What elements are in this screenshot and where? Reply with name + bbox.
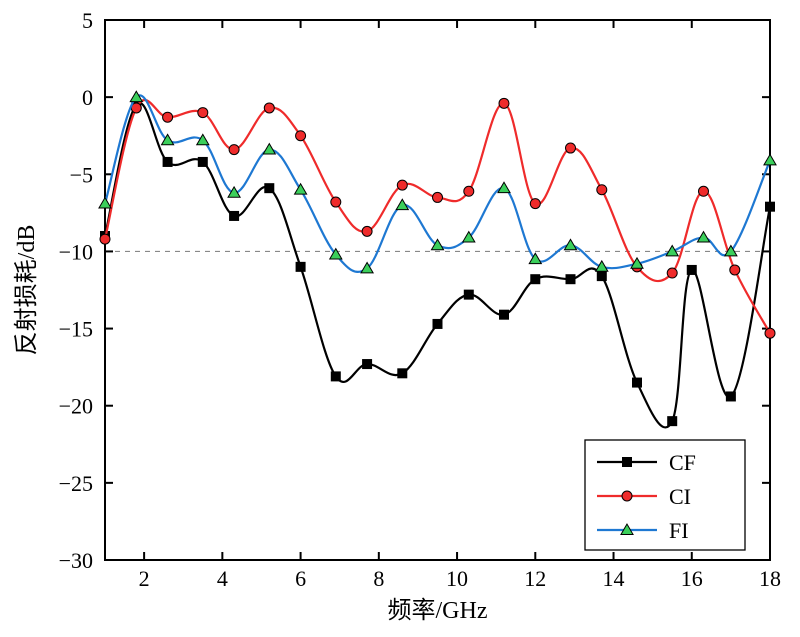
x-tick-label: 10: [446, 566, 468, 591]
y-tick-label: −20: [59, 394, 93, 419]
y-tick-label: −5: [70, 162, 93, 187]
y-tick-label: 5: [82, 8, 93, 33]
legend-label-CI: CI: [669, 484, 691, 509]
x-tick-label: 6: [295, 566, 306, 591]
y-tick-label: −10: [59, 239, 93, 264]
y-tick-label: −25: [59, 471, 93, 496]
reflection-loss-chart: 2 4 6 8 10 12 14 16 18 −30 −25 −20 −15 −10 −5 0 5 频率/GHz 反…: [0, 0, 800, 637]
y-tick-label: −15: [59, 317, 93, 342]
x-axis-label: 频率/GHz: [388, 597, 488, 624]
y-tick-label: −30: [59, 548, 93, 573]
legend: CF CI FI: [585, 440, 745, 550]
legend-label-FI: FI: [669, 518, 689, 543]
y-axis-label: 反射损耗/dB: [13, 225, 40, 356]
y-tick-label: 0: [82, 85, 93, 110]
x-tick-label: 18: [759, 566, 781, 591]
legend-label-CF: CF: [669, 450, 696, 475]
x-tick-label: 8: [373, 566, 384, 591]
chart-svg: 2 4 6 8 10 12 14 16 18 −30 −25 −20 −15 −10 −5 0 5 频率/GHz 反…: [0, 0, 800, 637]
x-tick-label: 14: [603, 566, 625, 591]
x-tick-label: 12: [524, 566, 546, 591]
x-tick-label: 4: [217, 566, 228, 591]
x-tick-label: 2: [139, 566, 150, 591]
x-tick-label: 16: [681, 566, 703, 591]
